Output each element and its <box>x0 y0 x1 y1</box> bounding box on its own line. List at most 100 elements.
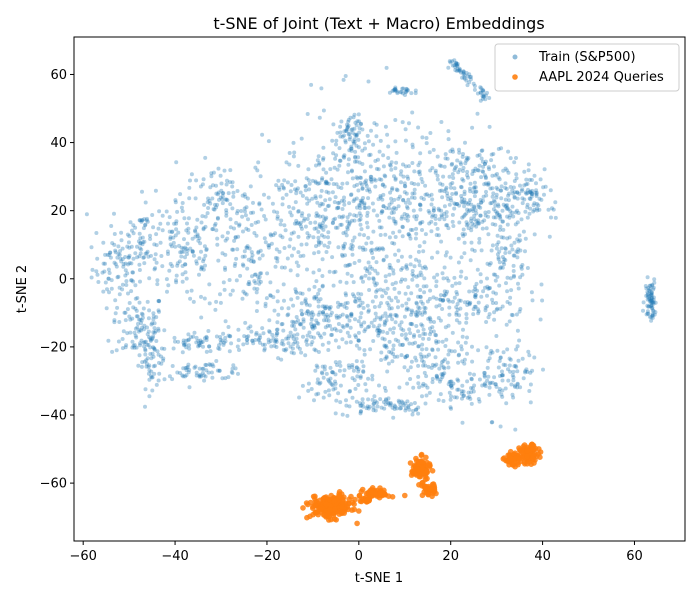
train-point <box>528 197 533 201</box>
train-point <box>346 170 350 175</box>
train-point <box>228 202 233 207</box>
train-point <box>454 63 459 68</box>
train-point <box>269 344 274 349</box>
train-point <box>517 233 522 238</box>
train-point <box>201 267 206 272</box>
train-point <box>364 178 369 183</box>
train-point <box>471 209 476 213</box>
train-point <box>651 298 656 303</box>
legend-marker-train <box>512 54 518 60</box>
train-point <box>440 339 445 344</box>
train-point <box>462 361 467 366</box>
train-point <box>120 282 125 287</box>
train-point <box>379 210 384 215</box>
train-point <box>400 224 405 229</box>
train-point <box>320 177 324 182</box>
train-point <box>167 215 172 220</box>
train-point <box>107 271 112 275</box>
train-point <box>512 195 517 200</box>
train-point <box>333 269 338 274</box>
train-point <box>290 323 295 328</box>
train-point <box>127 314 132 319</box>
train-point <box>378 287 383 292</box>
train-point <box>357 203 362 208</box>
train-point <box>421 331 426 336</box>
train-point <box>299 213 304 218</box>
train-point <box>324 250 329 254</box>
train-point <box>347 220 352 225</box>
train-point <box>351 368 356 373</box>
train-point <box>493 272 498 277</box>
train-point <box>511 191 515 196</box>
train-point <box>340 412 345 417</box>
train-point <box>342 202 347 207</box>
train-point <box>244 226 249 231</box>
train-point <box>428 317 433 322</box>
train-point <box>181 366 186 371</box>
train-point <box>448 379 453 384</box>
train-point <box>444 185 449 190</box>
train-point <box>479 86 484 91</box>
train-point <box>402 212 407 216</box>
train-point <box>510 210 515 215</box>
train-point <box>274 247 279 252</box>
train-point <box>409 310 414 315</box>
train-point <box>339 215 344 220</box>
train-point <box>437 163 442 168</box>
train-point <box>473 292 478 297</box>
train-point <box>358 303 363 308</box>
train-point <box>306 312 311 317</box>
train-point <box>249 329 254 334</box>
train-point <box>514 365 519 369</box>
train-point <box>423 232 428 237</box>
train-point <box>158 221 163 226</box>
train-point <box>231 190 236 195</box>
train-point <box>504 206 509 211</box>
train-point <box>230 366 235 371</box>
train-point <box>471 289 476 294</box>
train-point <box>126 255 131 260</box>
train-point <box>477 221 482 226</box>
train-point <box>420 265 425 270</box>
train-point <box>507 215 512 220</box>
train-point <box>275 289 280 294</box>
train-point <box>299 301 304 306</box>
train-point <box>227 349 232 354</box>
train-point <box>450 147 455 152</box>
train-point <box>432 275 437 280</box>
train-point <box>133 251 138 256</box>
train-point <box>505 222 510 227</box>
train-point <box>359 275 364 280</box>
train-point <box>171 240 176 245</box>
train-point <box>306 178 311 183</box>
train-point <box>381 329 385 334</box>
train-point <box>221 342 226 347</box>
query-point <box>317 506 324 513</box>
train-point <box>191 253 196 258</box>
train-point <box>518 238 523 243</box>
train-point <box>432 320 436 324</box>
train-point <box>387 265 392 270</box>
train-point <box>645 297 650 302</box>
train-point <box>441 399 446 403</box>
train-point <box>650 306 654 311</box>
train-point <box>116 274 121 279</box>
train-point <box>409 359 414 364</box>
train-point <box>221 280 226 285</box>
train-point <box>185 365 190 370</box>
train-point <box>313 179 318 184</box>
train-point <box>112 242 117 247</box>
train-point <box>480 96 485 101</box>
train-point <box>408 365 413 370</box>
train-point <box>306 235 310 240</box>
train-point <box>214 191 219 196</box>
query-point <box>341 510 348 516</box>
train-point <box>112 260 117 265</box>
train-point <box>313 196 318 201</box>
train-point <box>133 326 138 331</box>
train-point <box>492 199 497 204</box>
train-point <box>341 373 346 378</box>
train-point <box>227 278 232 282</box>
train-point <box>245 245 250 250</box>
train-point <box>448 185 453 190</box>
